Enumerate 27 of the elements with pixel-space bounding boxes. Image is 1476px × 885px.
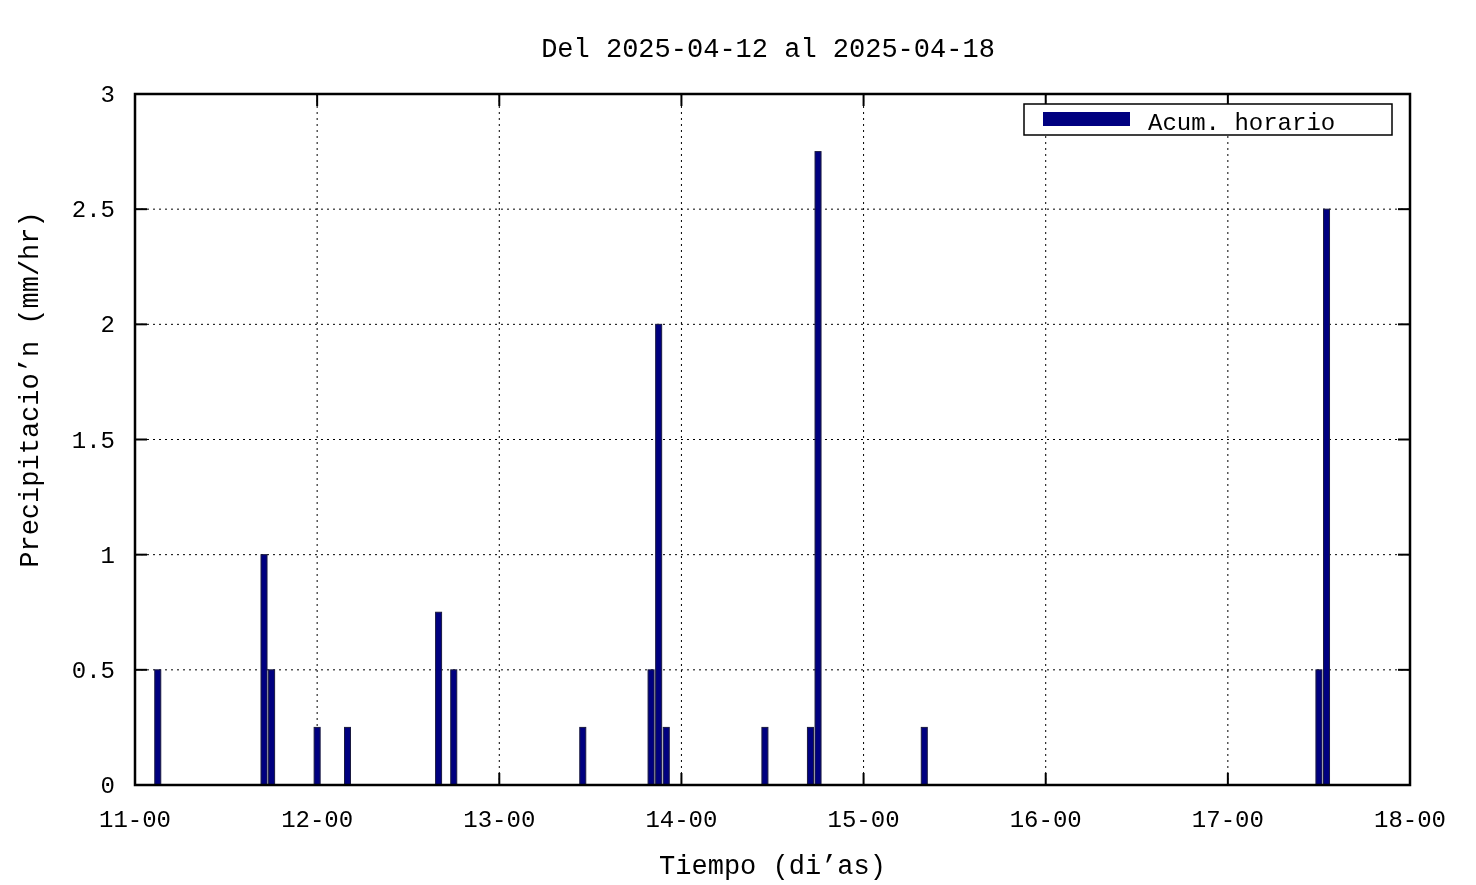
x-tick-label: 16-00 [1009, 807, 1082, 834]
bar [154, 669, 162, 786]
bar [920, 726, 928, 786]
x-tick-label: 18-00 [1373, 807, 1447, 834]
x-tick-label: 11-00 [98, 807, 172, 834]
y-tick-label: 2.5 [71, 197, 115, 225]
y-tick-label: 0.5 [71, 657, 115, 685]
bar [761, 726, 769, 786]
y-axis-title: Precipitacio’n (mm/hr) [16, 211, 46, 568]
bar [450, 669, 458, 786]
x-tick-label: 14-00 [645, 807, 718, 834]
y-tick-label: 3 [100, 82, 115, 109]
y-tick-label: 1.5 [71, 427, 115, 455]
chart-title: Del 2025-04-12 al 2025-04-18 [541, 35, 995, 65]
y-tick-label: 1 [100, 542, 115, 570]
y-tick-label: 2 [100, 312, 115, 340]
bar [313, 726, 321, 786]
bar [344, 726, 351, 786]
y-tick-label: 0 [100, 773, 115, 800]
x-axis-title: Tiempo (di’as) [659, 852, 886, 882]
x-tick-label: 12-00 [281, 807, 354, 834]
x-tick-label: 13-00 [463, 807, 536, 834]
x-tick-label: 15-00 [827, 807, 900, 834]
x-tick-label: 17-00 [1191, 807, 1264, 834]
bar [579, 726, 587, 786]
legend-label: Acum. horario [1148, 110, 1336, 137]
bar [435, 611, 443, 786]
